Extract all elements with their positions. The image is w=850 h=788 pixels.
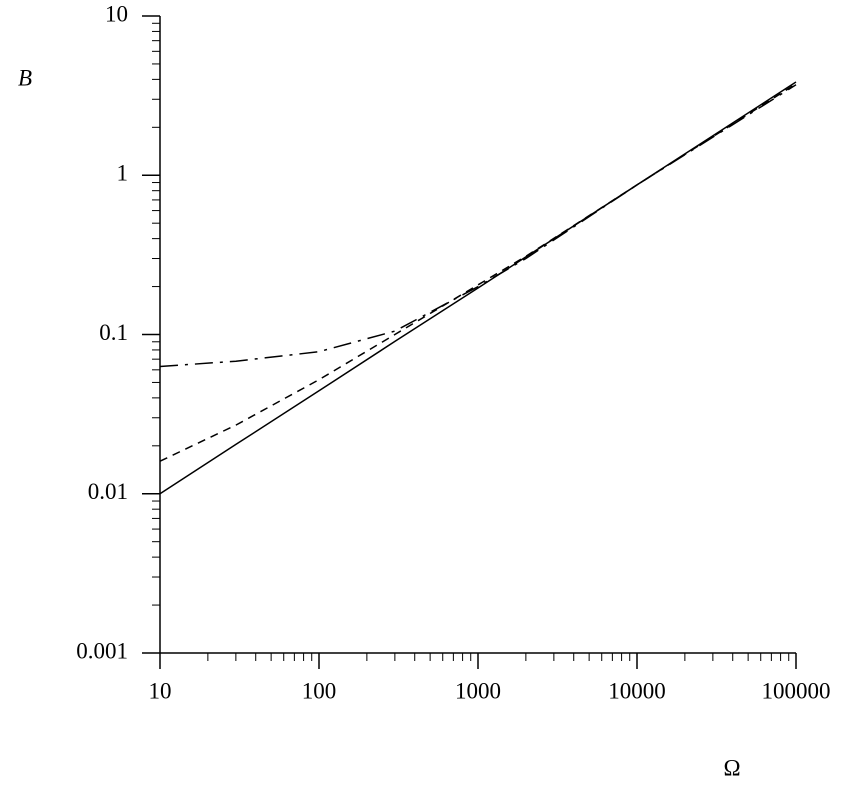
x-tick-label: 100 xyxy=(302,678,337,703)
y-tick-label: 0.01 xyxy=(88,479,128,504)
x-tick-label: 1000 xyxy=(455,678,501,703)
data-line xyxy=(159,84,797,368)
data-line xyxy=(159,81,797,495)
data-line xyxy=(159,83,797,462)
x-axis-label: Ω xyxy=(723,755,740,780)
y-tick-label: 0.001 xyxy=(76,638,128,663)
y-axis-label: B xyxy=(18,65,32,90)
x-tick-label: 10 xyxy=(149,678,172,703)
x-tick-label: 100000 xyxy=(762,678,831,703)
x-tick-label: 10000 xyxy=(608,678,666,703)
y-tick-label: 0.1 xyxy=(99,320,128,345)
y-tick-label: 1 xyxy=(117,161,129,186)
y-tick-label: 10 xyxy=(105,1,128,26)
